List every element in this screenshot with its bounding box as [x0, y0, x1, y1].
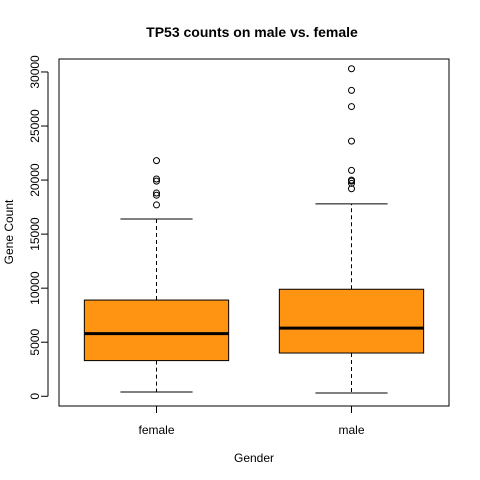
male-outlier — [349, 66, 355, 72]
male-box — [279, 289, 423, 353]
y-tick-label-10000: 10000 — [28, 271, 42, 305]
y-axis-label: Gene Count — [2, 199, 16, 264]
female-outlier — [154, 158, 160, 164]
male-outlier — [349, 87, 355, 93]
y-tick-label-25000: 25000 — [28, 109, 42, 143]
x-tick-label-male: male — [338, 423, 364, 437]
female-outlier — [154, 202, 160, 208]
box-group-female — [84, 158, 228, 392]
female-box — [84, 300, 228, 361]
boxes-layer — [84, 66, 423, 393]
box-group-male — [279, 66, 423, 393]
y-tick-label-0: 0 — [28, 393, 42, 400]
y-tick-label-30000: 30000 — [28, 55, 42, 89]
male-outlier — [349, 138, 355, 144]
chart-title: TP53 counts on male vs. female — [146, 24, 358, 40]
y-tick-label-15000: 15000 — [28, 217, 42, 251]
y-tick-label-20000: 20000 — [28, 163, 42, 197]
male-outlier — [349, 104, 355, 110]
y-tick-label-5000: 5000 — [28, 329, 42, 356]
male-outlier — [349, 167, 355, 173]
x-tick-label-female: female — [138, 423, 174, 437]
x-axis-label: Gender — [234, 451, 274, 465]
x-axis: female male — [138, 406, 364, 437]
y-axis: 0 5000 10000 15000 20000 25000 30000 — [28, 55, 48, 400]
